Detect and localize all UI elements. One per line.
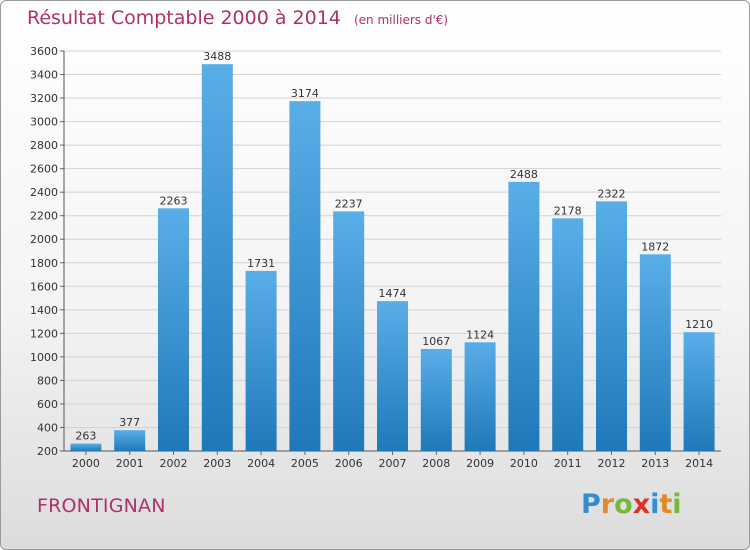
bar [464, 342, 496, 451]
bar [245, 270, 277, 451]
bar [552, 218, 584, 451]
y-tick-label: 3200 [30, 92, 58, 105]
y-tick-label: 2600 [30, 163, 58, 176]
chart-title: Résultat Comptable 2000 à 2014 [27, 7, 341, 29]
data-label: 1210 [685, 318, 713, 331]
y-tick-label: 1400 [30, 304, 58, 317]
y-tick-label: 2400 [30, 186, 58, 199]
data-label: 3488 [203, 50, 231, 63]
x-tick-label: 2011 [554, 457, 582, 470]
x-tick-label: 2012 [598, 457, 626, 470]
y-tick-label: 200 [37, 445, 58, 458]
x-tick-label: 2009 [466, 457, 494, 470]
data-label: 3174 [291, 87, 319, 100]
chart-subtitle: (en milliers d'€) [353, 13, 449, 27]
x-tick-label: 2000 [72, 457, 100, 470]
bar [683, 332, 715, 451]
data-label: 263 [75, 430, 96, 443]
data-label: 1124 [466, 328, 494, 341]
data-label: 2322 [598, 187, 626, 200]
data-label: 1872 [641, 240, 669, 253]
data-label: 1474 [379, 287, 407, 300]
y-tick-label: 1600 [30, 280, 58, 293]
data-label: 1731 [247, 257, 275, 270]
x-tick-label: 2010 [510, 457, 538, 470]
x-tick-label: 2013 [641, 457, 669, 470]
x-tick-label: 2002 [160, 457, 188, 470]
y-tick-label: 3600 [30, 45, 58, 58]
bar [377, 301, 408, 451]
bar [596, 201, 627, 451]
bar [289, 101, 321, 451]
x-tick-label: 2001 [116, 457, 144, 470]
x-tick-label: 2004 [247, 457, 275, 470]
y-tick-label: 2000 [30, 233, 58, 246]
data-label: 2178 [554, 204, 582, 217]
bar [201, 64, 233, 452]
bar [333, 211, 365, 451]
data-label: 377 [119, 416, 140, 429]
y-tick-label: 1800 [30, 257, 58, 270]
y-tick-label: 800 [37, 374, 58, 387]
y-tick-label: 400 [37, 421, 58, 434]
bar [114, 430, 146, 451]
x-tick-label: 2005 [291, 457, 319, 470]
y-tick-label: 3000 [30, 116, 58, 129]
x-tick-label: 2008 [422, 457, 450, 470]
y-tick-label: 2800 [30, 139, 58, 152]
x-tick-label: 2014 [685, 457, 713, 470]
bar [158, 208, 189, 451]
y-tick-label: 1000 [30, 351, 58, 364]
y-tick-label: 3400 [30, 69, 58, 82]
data-label: 2488 [510, 168, 538, 181]
proxiti-logo: Proxiti [581, 489, 682, 520]
data-label: 1067 [422, 335, 450, 348]
chart-title-block: Résultat Comptable 2000 à 2014 (en milli… [27, 7, 448, 29]
bar [420, 349, 452, 451]
bar [639, 254, 671, 451]
x-tick-label: 2006 [335, 457, 363, 470]
bar [508, 181, 540, 451]
x-tick-label: 2003 [203, 457, 231, 470]
x-tick-label: 2007 [379, 457, 407, 470]
y-tick-label: 2200 [30, 210, 58, 223]
bar [70, 443, 102, 451]
y-tick-label: 600 [37, 398, 58, 411]
city-name: FRONTIGNAN [37, 495, 166, 517]
data-label: 2237 [335, 197, 363, 210]
data-label: 2263 [160, 194, 188, 207]
y-tick-label: 1200 [30, 327, 58, 340]
